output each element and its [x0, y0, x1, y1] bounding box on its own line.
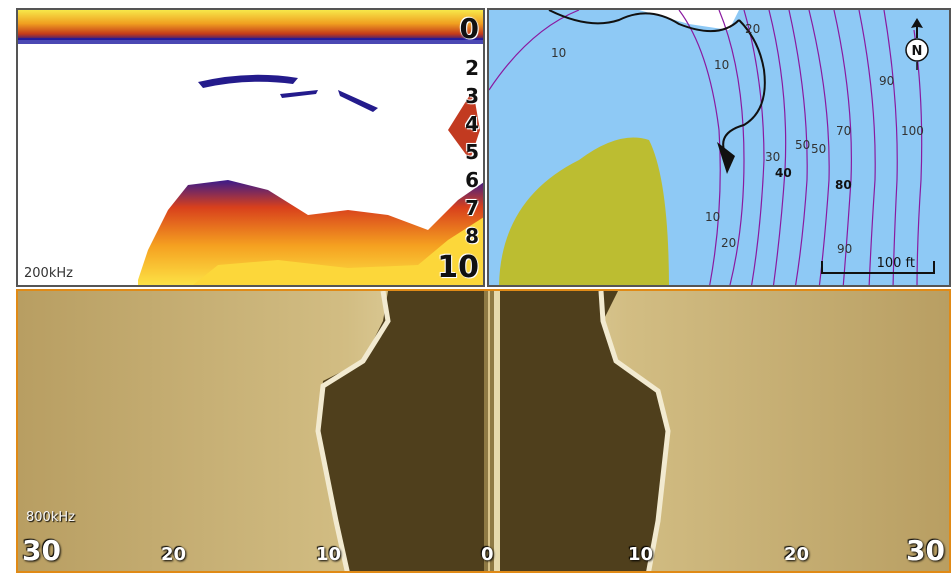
sonar-pane[interactable]: 0 2 3 4 5 6 7 8 10 200kHz: [16, 8, 485, 287]
contour-label: 30: [765, 150, 781, 164]
contour-label: 70: [836, 124, 852, 138]
range-label-left-10: 10: [316, 544, 342, 565]
contour-label: 10: [551, 46, 567, 60]
contour-label: 40: [775, 166, 792, 180]
sonar-frequency-label: 200kHz: [24, 266, 73, 281]
contour-label: 20: [745, 22, 761, 36]
north-label: N: [912, 44, 923, 59]
contour-label: 90: [879, 74, 895, 88]
contour-label: 20: [721, 236, 737, 250]
north-arrow-icon[interactable]: N: [903, 16, 931, 70]
depth-label-8: 8: [465, 224, 479, 248]
side-scan-pane[interactable]: 800kHz 30 20 10 0 10 20 30: [16, 289, 951, 573]
range-label-left-30: 30: [22, 534, 61, 567]
range-label-right-10: 10: [628, 544, 654, 565]
depth-label-5: 5: [465, 140, 479, 164]
depth-label-6: 6: [465, 168, 479, 192]
contour-label: 10: [714, 58, 730, 72]
depth-label-3: 3: [465, 84, 479, 108]
side-scan-image: [18, 291, 949, 571]
range-label-right-20: 20: [784, 544, 810, 565]
depth-label-0: 0: [459, 12, 479, 45]
chart-pane[interactable]: 10 20 10 90 100 70 50 50 30 40 80 10 20 …: [487, 8, 951, 287]
contour-label: 90: [837, 242, 853, 256]
contour-label: 10: [705, 210, 721, 224]
depth-label-2: 2: [465, 56, 479, 80]
contour-label: 50: [795, 138, 811, 152]
chart-map: [489, 10, 923, 285]
scale-bar: [821, 261, 935, 274]
depth-label-10: 10: [437, 250, 479, 285]
depth-label-4: 4: [465, 112, 479, 136]
side-scan-frequency-label: 800kHz: [26, 510, 75, 525]
range-label-right-30: 30: [906, 534, 945, 567]
range-label-left-20: 20: [161, 544, 187, 565]
scale-bar-label: 100 ft: [876, 256, 915, 271]
depth-label-7: 7: [465, 196, 479, 220]
contour-label: 100: [901, 124, 924, 138]
contour-label: 50: [811, 142, 827, 156]
contour-label: 80: [835, 178, 852, 192]
range-label-center-0: 0: [481, 544, 494, 565]
sonar-echo-image: [18, 10, 483, 285]
